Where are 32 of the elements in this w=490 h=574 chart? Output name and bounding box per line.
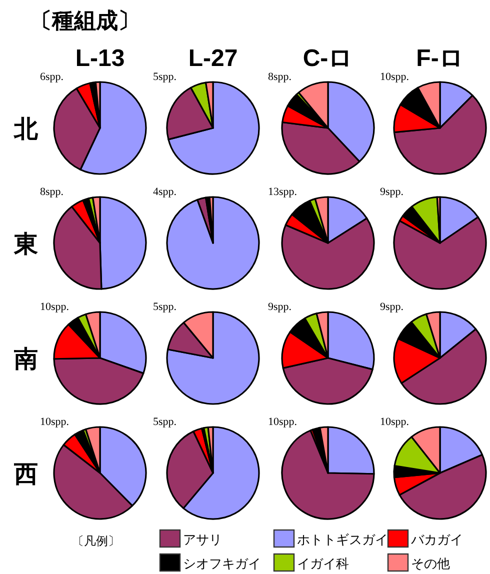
chart-title: 5spp. [153,71,177,83]
text: 南 [13,346,38,373]
chart-title: 9spp. [380,186,404,198]
chart-title: 9spp. [380,301,404,313]
text: L-13 [75,45,125,72]
chart-title: 4spp. [153,186,177,198]
chart-title: 10spp. [268,416,298,428]
chart-title: 8spp. [40,186,64,198]
legend-title: 〔凡例〕 [72,534,120,548]
text: C-ロ [302,45,354,72]
chart-title: 10spp. [40,416,70,428]
chart-title: 5spp. [153,301,177,313]
chart-title: 5spp. [153,416,177,428]
legend-label: アサリ [183,532,222,547]
chart-title: 10spp. [380,71,410,83]
chart-title: 10spp. [380,416,410,428]
legend-label: シオフキガイ [183,556,261,571]
chart-title: 10spp. [40,301,70,313]
chart-title: 13spp. [268,186,298,198]
text: 北 [13,116,39,143]
text: 東 [13,231,38,258]
chart-title: 6spp. [40,71,64,83]
text: F-ロ [416,45,464,72]
legend-label: その他 [411,556,450,571]
chart-title: 9spp. [268,301,292,313]
text: 西 [13,461,38,488]
legend-label: イガイ科 [297,556,349,571]
text: L-27 [188,45,238,72]
chart-title: 8spp. [268,71,292,83]
legend-label: ホトトギスガイ [297,532,388,547]
text: 〔種組成〕 [30,8,140,33]
legend-label: バカガイ [410,532,463,547]
